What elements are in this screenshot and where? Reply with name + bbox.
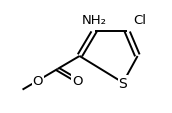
Text: S: S: [119, 76, 127, 90]
Text: NH₂: NH₂: [82, 14, 107, 27]
Text: O: O: [33, 74, 43, 87]
Text: Cl: Cl: [133, 14, 146, 27]
Text: O: O: [72, 74, 83, 87]
